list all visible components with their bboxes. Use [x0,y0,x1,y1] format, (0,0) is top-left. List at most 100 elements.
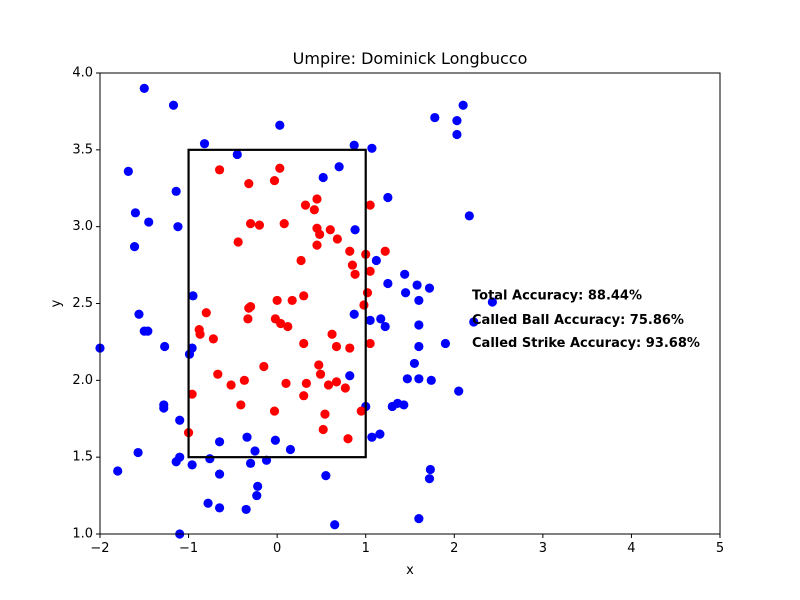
ball-point [349,309,359,319]
ball-point [144,217,154,227]
ball-point [402,374,412,384]
ball-point [168,100,179,110]
total-accuracy-annotation: Total Accuracy: 88.44% [472,288,642,303]
strike-point [254,220,265,230]
strike-point [281,378,291,389]
ball-point [285,444,296,455]
chart-title: Umpire: Dominick Longbucco [293,49,528,68]
ball-point [350,225,360,235]
y-tick-label: 2.0 [72,373,93,388]
strike-point [380,246,390,256]
ball-point [253,481,263,491]
x-tick-label: 1 [362,541,370,556]
ball-point [345,371,355,381]
strike-point [318,424,328,435]
strike-point [279,218,289,229]
strike-point [350,269,360,279]
strike-point [244,179,254,189]
y-tick-label: 1.0 [72,527,93,542]
y-tick-label: 3.0 [72,219,93,234]
ball-point [349,140,359,150]
ball-point [371,255,381,266]
strike-point [343,434,353,444]
called-ball-accuracy-annotation: Called Ball Accuracy: 75.86% [472,313,684,328]
ball-point [252,490,262,501]
strike-point [208,334,218,344]
ball-point [134,309,144,319]
strike-point [299,338,309,349]
strike-point [269,406,280,416]
ball-point [123,166,133,176]
ball-point [452,129,462,140]
strike-point [356,406,366,416]
ball-point [383,192,393,203]
strike-point [299,391,309,401]
strike-point [340,383,350,393]
ball-point [318,172,328,183]
strike-point [269,175,280,186]
strike-point [236,400,246,410]
ball-point [321,471,331,481]
ball-point [133,447,143,458]
annotations-layer: Total Accuracy: 88.44% Called Ball Accur… [472,288,700,351]
ball-point [426,375,436,385]
strike-point [309,205,319,215]
strike-point [276,318,286,329]
x-tick-label: 4 [627,541,635,556]
ball-point [375,429,385,439]
strike-point [299,291,309,301]
ball-point [171,457,181,467]
strike-point [243,314,253,324]
ball-point [383,278,393,289]
strike-point [287,295,297,306]
x-axis: −2 −1 0 1 2 3 4 5 [90,534,724,556]
ball-point [199,139,210,149]
strike-point [239,375,249,385]
ball-point [380,321,390,332]
strike-point [187,389,197,399]
ball-point [469,317,479,327]
ball-point [367,143,377,153]
ball-point [143,326,153,336]
strike-point [365,338,375,349]
x-tick-label: 2 [450,541,458,556]
ball-point [205,454,215,464]
strike-point [315,369,326,379]
strike-point [272,295,282,306]
ball-point [203,498,213,508]
y-tick-label: 2.5 [72,296,93,311]
ball-point [214,437,225,447]
ball-point [130,208,141,218]
strike-point [345,343,355,353]
y-axis: 1.0 1.5 2.0 2.5 3.0 3.5 4.0 [72,66,100,542]
ball-point [187,460,197,470]
ball-point [376,314,386,324]
ball-point [232,149,242,160]
strike-point [347,260,358,270]
strike-point [195,329,205,339]
called-strike-accuracy-annotation: Called Strike Accuracy: 93.68% [472,336,700,351]
ball-point [365,315,375,326]
ball-point [464,211,474,221]
ball-point [424,283,435,293]
ball-point [367,432,377,442]
strike-point [323,380,334,390]
ball-point [113,466,123,476]
ball-point [400,288,411,298]
ball-point [487,297,497,307]
ball-point [275,120,285,130]
strike-point [331,341,342,352]
ball-point [400,269,410,279]
strike-point [345,246,355,256]
strike-point [301,378,311,389]
ball-point [458,100,468,110]
ball-point [334,162,344,172]
x-tick-label: 0 [273,541,281,556]
y-tick-label: 1.5 [72,450,93,465]
strike-point [300,200,311,210]
strike-point [331,377,342,387]
x-tick-label: −1 [179,541,198,556]
ball-point [414,514,424,524]
strike-point [359,300,369,310]
